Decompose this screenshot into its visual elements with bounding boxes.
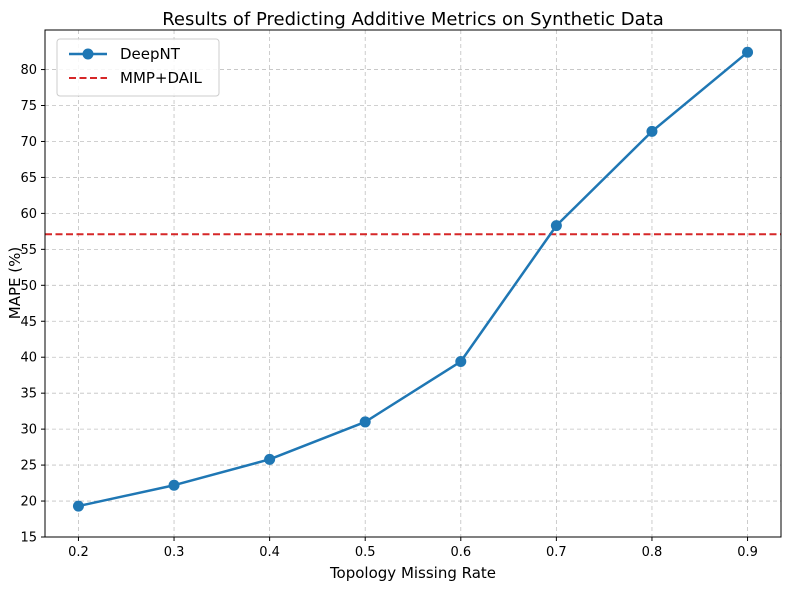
data-point-deepnt xyxy=(168,479,180,491)
y-axis-ticks: 15 20 25 30 35 40 45 50 55 60 65 70 75 80 xyxy=(20,63,45,546)
y-tick-label: 40 xyxy=(20,351,37,366)
y-tick-label: 25 xyxy=(20,459,37,474)
x-tick-label: 0.9 xyxy=(737,545,758,560)
y-tick-label: 30 xyxy=(20,423,37,438)
legend-label-deepnt: DeepNT xyxy=(120,45,181,63)
x-axis-ticks: 0.2 0.3 0.4 0.5 0.6 0.7 0.8 0.9 xyxy=(68,537,758,560)
y-tick-label: 50 xyxy=(20,279,37,294)
data-point-deepnt xyxy=(455,356,467,368)
x-axis-label: Topology Missing Rate xyxy=(329,564,496,582)
y-tick-label: 75 xyxy=(20,99,37,114)
legend-marker-deepnt xyxy=(82,48,94,60)
y-tick-label: 55 xyxy=(20,243,37,258)
y-tick-label: 60 xyxy=(20,207,37,222)
data-point-deepnt xyxy=(72,500,84,512)
plot-frame xyxy=(44,29,782,538)
y-tick-label: 70 xyxy=(20,135,37,150)
x-tick-label: 0.7 xyxy=(546,545,567,560)
x-tick-label: 0.5 xyxy=(355,545,376,560)
y-tick-label: 65 xyxy=(20,171,37,186)
data-point-deepnt xyxy=(264,453,276,465)
series-line-deepnt xyxy=(78,51,749,508)
series-layer xyxy=(72,46,754,512)
y-tick-label: 15 xyxy=(20,531,37,546)
y-tick-label: 45 xyxy=(20,315,37,330)
y-tick-label: 35 xyxy=(20,387,37,402)
x-tick-label: 0.6 xyxy=(450,545,471,560)
y-tick-label: 80 xyxy=(20,63,37,78)
y-tick-label: 20 xyxy=(20,495,37,510)
data-point-deepnt xyxy=(646,125,658,137)
legend: DeepNT MMP+DAIL xyxy=(56,38,220,97)
data-point-deepnt xyxy=(359,416,371,428)
chart-title: Results of Predicting Additive Metrics o… xyxy=(162,9,664,30)
data-point-deepnt xyxy=(742,46,754,58)
x-tick-label: 0.2 xyxy=(68,545,89,560)
x-tick-label: 0.8 xyxy=(642,545,663,560)
legend-label-mmp-dail: MMP+DAIL xyxy=(120,69,202,87)
y-axis-label: MAPE (%) xyxy=(6,247,24,319)
x-tick-label: 0.4 xyxy=(259,545,280,560)
x-tick-label: 0.3 xyxy=(164,545,185,560)
data-point-deepnt xyxy=(550,220,562,232)
